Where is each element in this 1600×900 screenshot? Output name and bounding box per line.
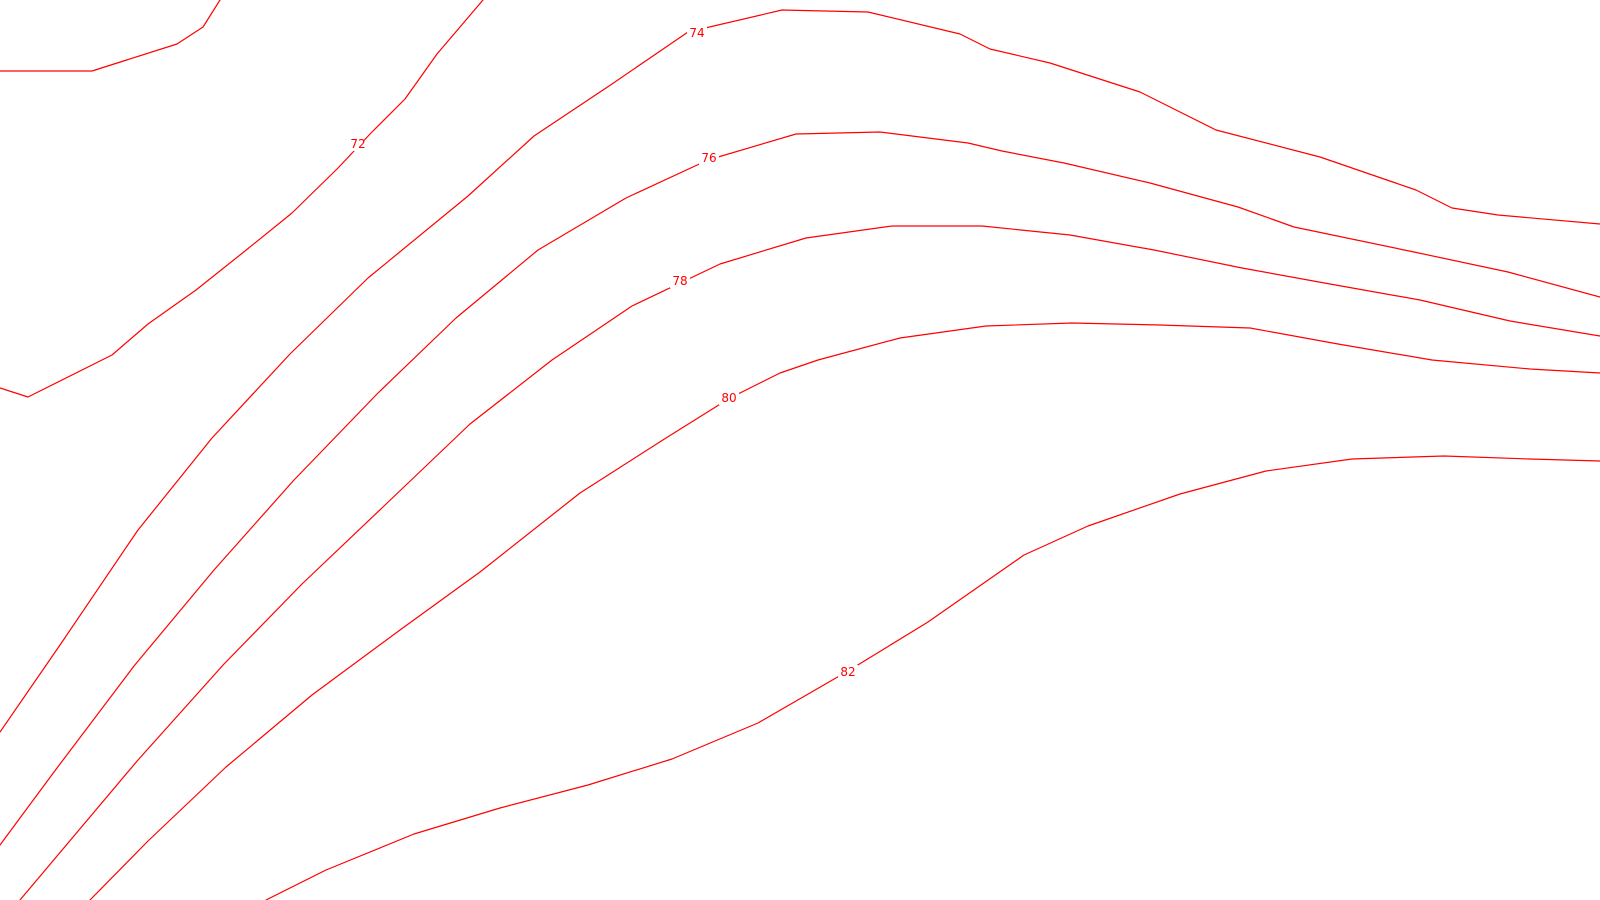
contour-label-72: 72 (350, 137, 365, 151)
contour-line-78 (19, 225, 1600, 900)
contour-label-82: 82 (840, 665, 855, 679)
label-background (687, 26, 707, 40)
label-background (670, 274, 690, 288)
contour-line-76 (0, 131, 1600, 846)
label-background (343, 137, 363, 151)
contour-line-80 (89, 322, 1600, 900)
contour-label-80: 80 (721, 391, 736, 405)
label-background (719, 391, 739, 405)
contour-label-76-group: 76 (699, 151, 719, 165)
contour-line-74 (0, 9, 1600, 733)
contour-label-74: 74 (689, 26, 704, 40)
label-background (838, 665, 858, 679)
contour-label-76: 76 (701, 151, 716, 165)
label-background (699, 151, 719, 165)
contour-label-78: 78 (672, 274, 687, 288)
contour-line-fragment-top-left (0, 0, 221, 72)
contour-line-72 (0, 0, 484, 398)
contour-label-72-group: 72 (343, 137, 366, 151)
contour-label-74-group: 74 (687, 26, 707, 40)
contour-label-78-group: 78 (670, 274, 690, 288)
contour-label-82-group: 82 (838, 665, 858, 679)
contour-label-80-group: 80 (719, 391, 739, 405)
contour-line-82 (265, 455, 1600, 900)
